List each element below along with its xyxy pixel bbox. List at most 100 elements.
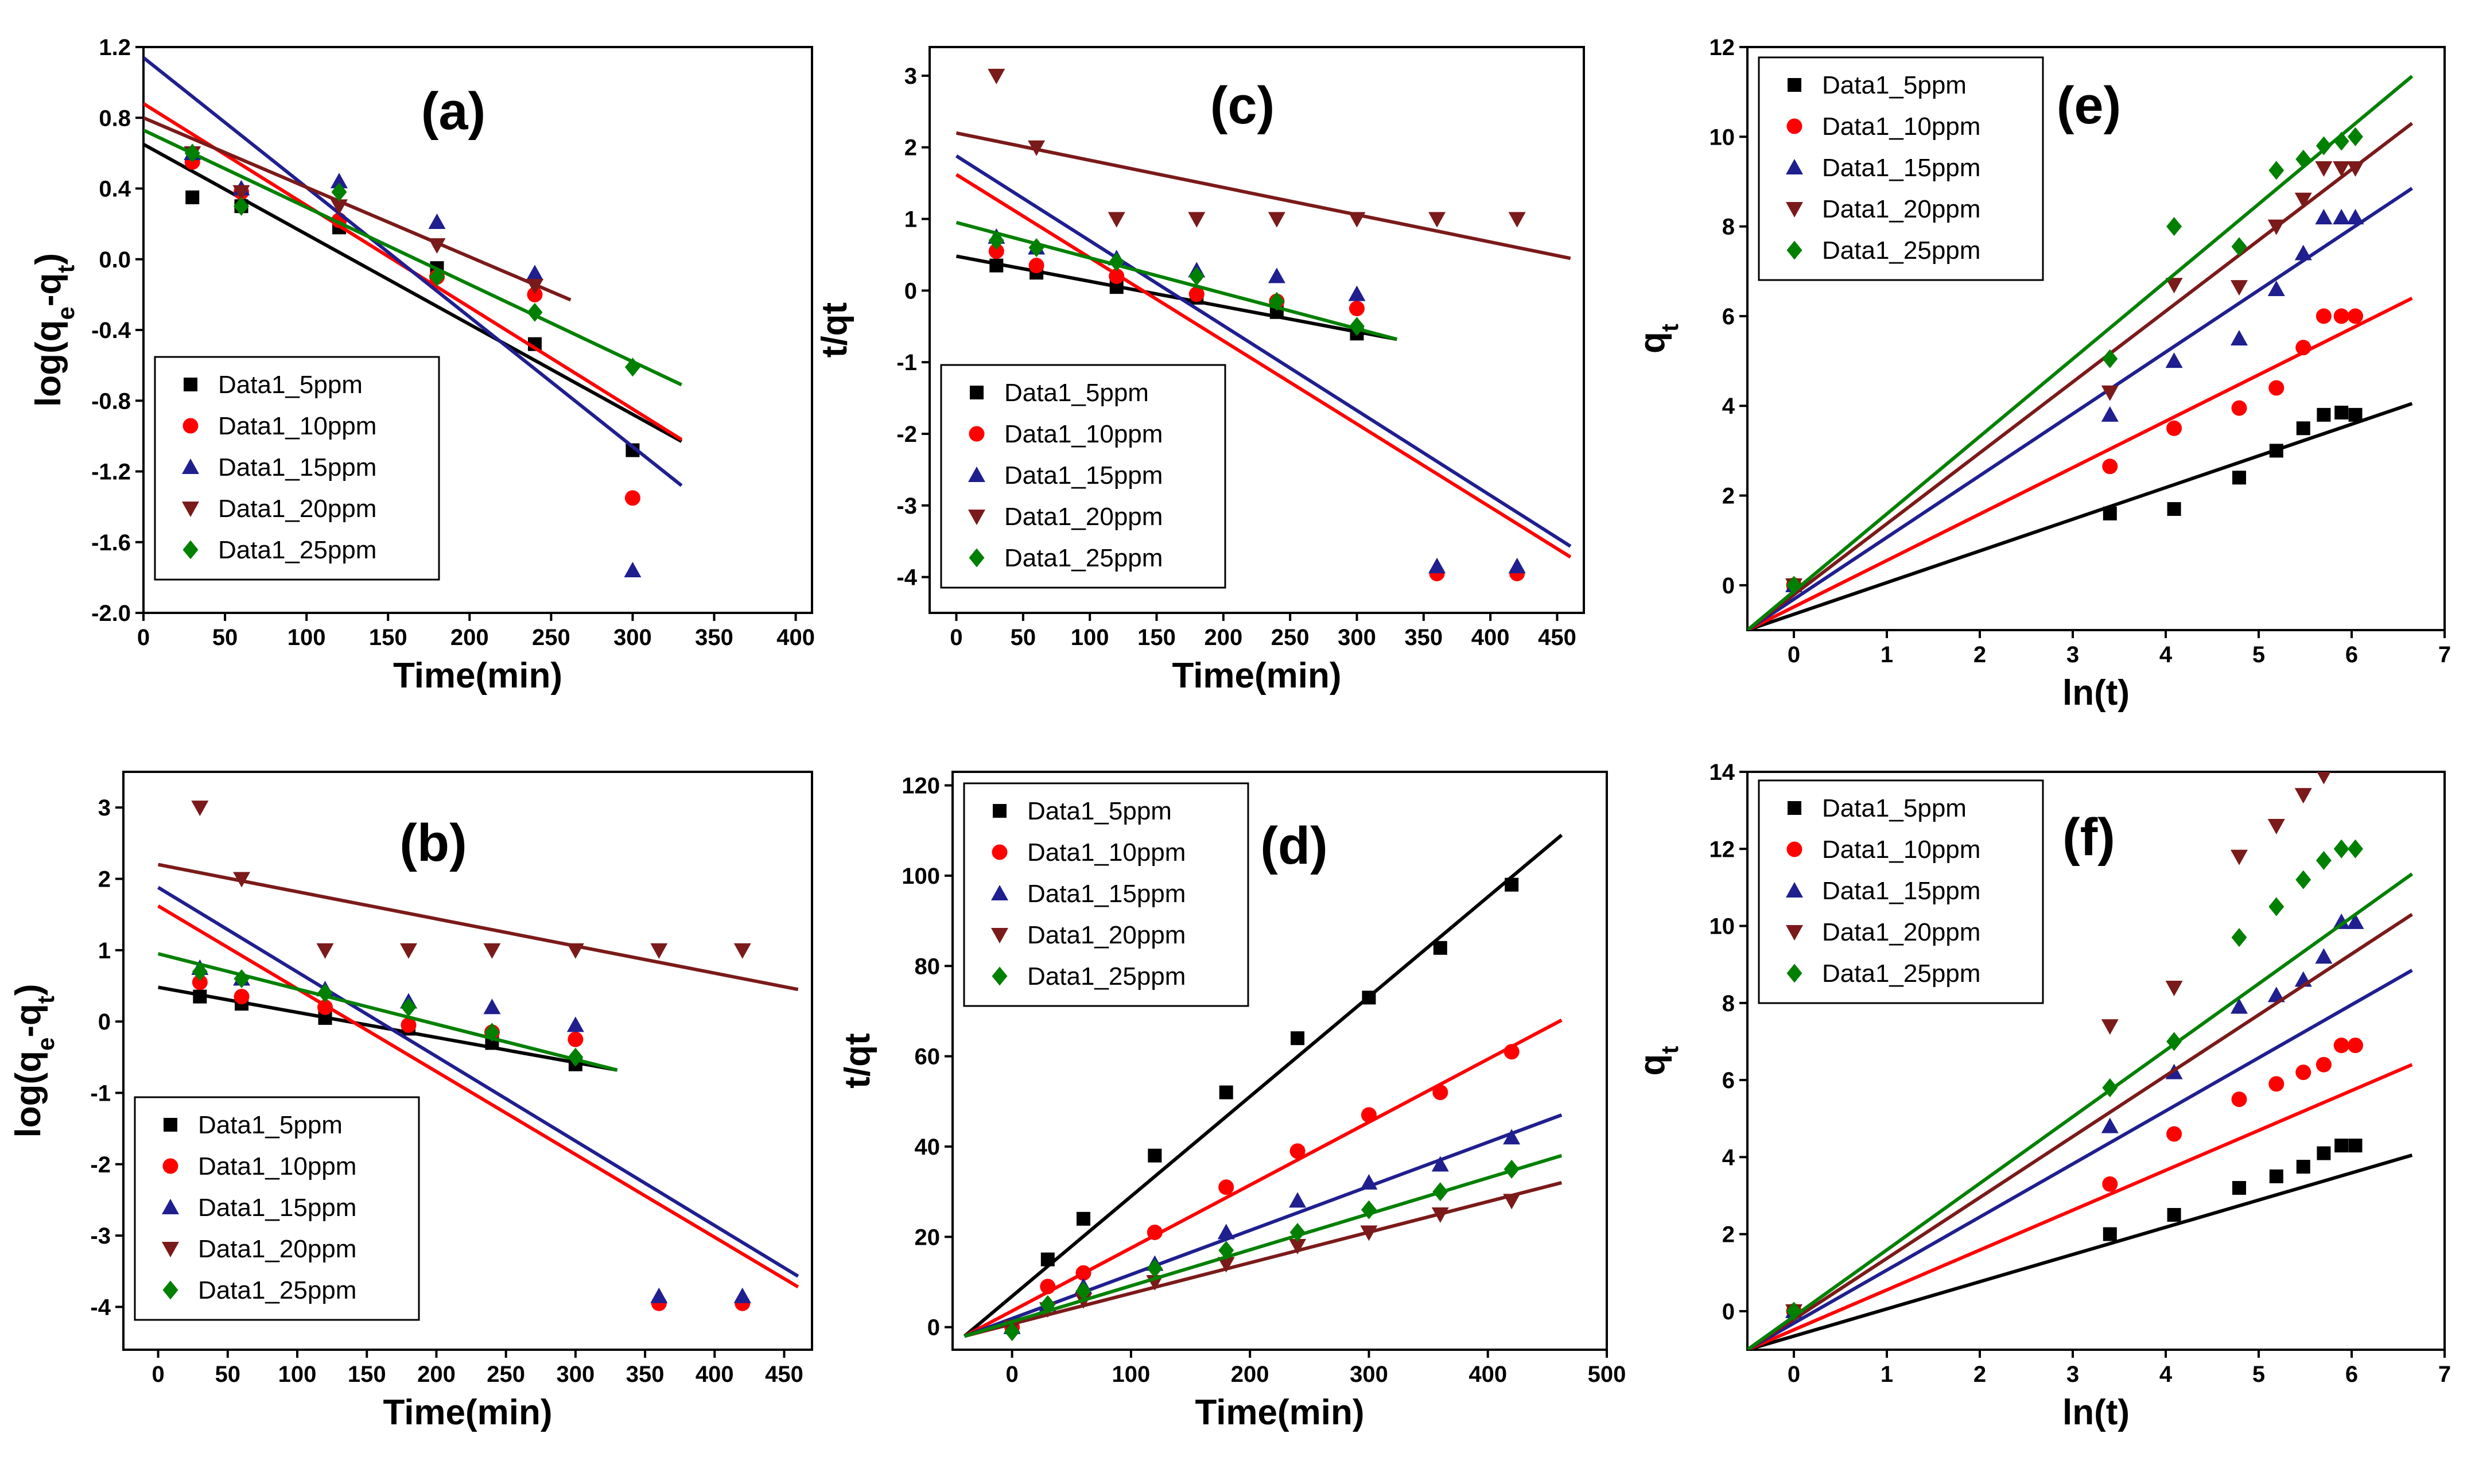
data-point-data1-10ppm (2295, 340, 2311, 356)
data-point-data1-15ppm (2230, 998, 2248, 1014)
data-point-data1-10ppm (1503, 1044, 1520, 1060)
x-tick-label: 100 (288, 625, 326, 650)
y-tick-label: -2 (896, 422, 917, 447)
data-point-data1-10ppm (2316, 308, 2332, 324)
legend: Data1_5ppm Data1_10ppm Data1_15ppm Data1_20… (154, 356, 440, 581)
y-tick-label: 4 (1722, 1145, 1735, 1170)
legend-marker (182, 540, 199, 560)
data-point-data1-10ppm (2102, 459, 2118, 475)
data-point-data1-10ppm (1147, 1224, 1163, 1240)
y-tick-label: 1 (98, 938, 111, 964)
data-point-data1-15ppm (2165, 352, 2183, 368)
data-point-data1-25ppm (2231, 237, 2247, 257)
x-tick-label: 50 (1011, 625, 1036, 650)
data-point-data1-25ppm (1004, 1322, 1020, 1342)
y-tick-label: -0.4 (91, 318, 131, 343)
x-tick-label: 3 (2066, 1362, 2079, 1387)
legend-marker (1786, 202, 1803, 217)
y-tick-label: 2 (98, 867, 111, 892)
fit-line-data1-15ppm (143, 56, 683, 487)
x-axis-label: Time(min) (1172, 656, 1341, 696)
y-tick-label: 12 (1710, 837, 1735, 862)
y-tick-label: 100 (902, 864, 940, 889)
legend-marker (184, 378, 197, 391)
x-tick-label: 250 (532, 625, 570, 650)
x-tick-label: 400 (696, 1362, 734, 1387)
data-point-data1-10ppm (1289, 1143, 1306, 1159)
legend-label: Data1_25ppm (1004, 544, 1163, 572)
legend-marker (162, 1158, 178, 1174)
legend-label: Data1_5ppm (1004, 379, 1149, 407)
data-point-data1-10ppm (2347, 1038, 2363, 1054)
data-point-data1-5ppm (2103, 506, 2117, 520)
legend-label: Data1_25ppm (1027, 962, 1186, 990)
legend: Data1_5ppm Data1_10ppm Data1_15ppm Data1_20… (134, 1096, 420, 1321)
data-point-data1-25ppm (1361, 1200, 1377, 1219)
data-point-data1-10ppm (2333, 308, 2349, 324)
x-tick-label: 5 (2252, 642, 2265, 667)
data-point-data1-20ppm (2315, 161, 2333, 177)
data-point-data1-5ppm (2232, 471, 2246, 485)
data-point-data1-10ppm (2268, 380, 2285, 396)
legend-marker (1788, 78, 1801, 92)
panel-a: 0 50 100 150 200 250 300 350 400 -2.0 -1.6 -1.2 -0.8… (29, 35, 815, 696)
y-tick-label: -0.8 (91, 389, 131, 414)
y-tick-label: 80 (915, 954, 941, 979)
data-point-data1-20ppm (1028, 140, 1046, 156)
data-point-data1-20ppm (988, 68, 1005, 84)
y-tick-label: -1 (896, 350, 917, 375)
data-point-data1-10ppm (2166, 420, 2182, 436)
data-point-data1-20ppm (650, 943, 668, 959)
fit-line-data1-5ppm (963, 833, 1563, 1338)
data-point-data1-15ppm (2315, 948, 2333, 964)
x-tick-label: 300 (613, 625, 652, 650)
data-point-data1-15ppm (2346, 208, 2364, 224)
fit-line-data1-10ppm (1747, 1063, 2413, 1350)
data-point-data1-15ppm (483, 999, 501, 1015)
x-tick-label: 1 (1881, 642, 1893, 667)
legend-marker (1786, 159, 1803, 174)
legend-marker (1788, 801, 1801, 815)
data-point-data1-5ppm (2269, 444, 2283, 458)
data-point-data1-25ppm (484, 1023, 500, 1042)
fit-line-data1-25ppm (143, 129, 682, 387)
x-tick-label: 100 (1112, 1362, 1151, 1387)
data-point-data1-20ppm (2101, 1019, 2119, 1035)
data-point-data1-15ppm (2267, 986, 2285, 1003)
data-point-data1-25ppm (1349, 317, 1365, 336)
x-tick-label: 4 (2159, 1362, 2173, 1387)
fit-line-data1-5ppm (1747, 402, 2413, 630)
data-point-data1-20ppm (2165, 980, 2183, 996)
data-point-data1-20ppm (428, 238, 446, 254)
data-point-data1-20ppm (399, 943, 417, 959)
y-tick-label: -3 (896, 494, 917, 519)
data-point-data1-10ppm (2295, 1065, 2311, 1081)
fit-line-data1-15ppm (1747, 187, 2413, 630)
y-tick-label: -2.0 (91, 601, 131, 626)
data-point-data1-10ppm (1349, 301, 1365, 317)
data-point-data1-20ppm (233, 872, 251, 888)
y-tick-label: 10 (1710, 125, 1735, 150)
legend-label: Data1_5ppm (218, 371, 363, 399)
x-axis-label: Time(min) (1195, 1393, 1364, 1432)
data-point-data1-25ppm (184, 143, 200, 163)
data-point-data1-5ppm (2232, 1181, 2246, 1195)
x-tick-label: 200 (450, 625, 489, 650)
y-tick-label: 8 (1722, 215, 1735, 240)
y-tick-label: 1.2 (99, 35, 131, 60)
legend-label: Data1_5ppm (1822, 794, 1967, 822)
legend-marker (969, 548, 985, 568)
data-point-data1-10ppm (624, 490, 640, 506)
data-point-data1-25ppm (2268, 161, 2285, 180)
data-point-data1-5ppm (1433, 941, 1447, 955)
x-axis-label: Time(min) (383, 1393, 552, 1432)
legend-label: Data1_15ppm (1822, 877, 1980, 905)
data-point-data1-10ppm (317, 999, 333, 1015)
legend: Data1_5ppm Data1_10ppm Data1_15ppm Data1_20… (963, 782, 1249, 1007)
data-point-data1-5ppm (2269, 1169, 2283, 1183)
fit-line-data1-10ppm (955, 173, 1572, 559)
panel-label: (d) (1260, 817, 1327, 875)
y-tick-label: 10 (1710, 914, 1735, 939)
y-axis-label: log(qe-qt) (29, 253, 79, 407)
data-point-data1-5ppm (2317, 407, 2331, 422)
